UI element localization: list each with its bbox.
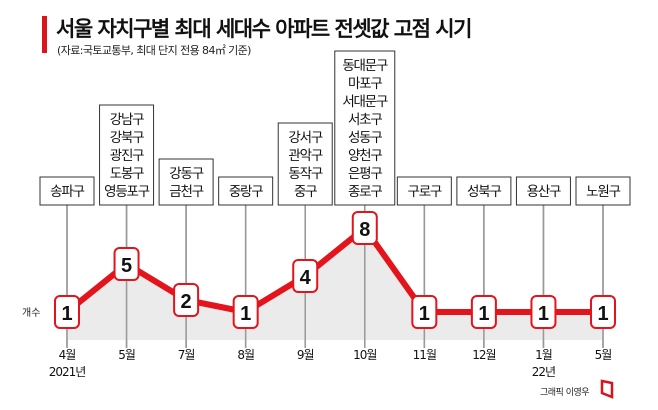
data-marker: [54, 295, 80, 329]
x-tick-label: 11월: [413, 348, 436, 362]
x-tick-label: 7월: [178, 348, 195, 362]
data-label: 1: [240, 303, 251, 325]
district-box: [218, 176, 274, 206]
data-label: 4: [300, 267, 312, 289]
district-label: 서초구: [348, 112, 382, 128]
district-box: [334, 50, 396, 206]
data-label: 2: [181, 291, 192, 313]
district-box: [277, 122, 333, 206]
district-label: 동작구: [288, 166, 322, 182]
district-label: 양천구: [348, 148, 382, 164]
data-label: 1: [419, 303, 430, 325]
district-box: [99, 104, 155, 206]
credit-text: 그래픽 이영우: [540, 388, 590, 398]
data-label: 1: [597, 303, 608, 325]
district-box: [515, 176, 571, 206]
x-tick-label: 9월: [297, 348, 314, 362]
data-marker: [292, 259, 319, 293]
data-marker: [470, 295, 497, 329]
x-tick-label: 10월: [353, 348, 376, 362]
x-tick-label: 12월: [472, 348, 495, 362]
data-label: 1: [61, 303, 72, 325]
district-label: 강서구: [288, 130, 322, 146]
x-tick-label: 1월: [535, 348, 552, 362]
district-label: 마포구: [348, 76, 382, 92]
x-tick-label: 8월: [237, 348, 254, 362]
district-label: 종로구: [348, 184, 382, 200]
district-label: 서대문구: [342, 94, 388, 110]
series-line: [65, 225, 603, 315]
x-tick-label: 4월: [59, 348, 76, 362]
district-label: 광진구: [110, 148, 144, 164]
district-box: [39, 176, 95, 206]
district-box: [575, 176, 631, 206]
credit: 그래픽 이영우: [540, 379, 614, 399]
district-label: 금천구: [169, 184, 203, 200]
data-marker: [232, 295, 259, 329]
data-marker: [590, 295, 616, 329]
data-marker: [113, 247, 140, 281]
district-label: 강동구: [169, 166, 203, 182]
x-tick-label: 5월: [595, 348, 612, 362]
data-marker: [351, 211, 378, 245]
y-axis-label: 개수: [22, 307, 40, 319]
district-label: 용산구: [527, 184, 561, 200]
area-fill: [67, 228, 603, 340]
data-label: 5: [121, 255, 132, 277]
district-label: 송파구: [50, 184, 84, 200]
district-label: 성동구: [348, 130, 382, 146]
chart-title: 서울 자치구별 최대 세대수 아파트 전셋값 고점 시기: [56, 17, 472, 41]
year-label: 2021년: [49, 365, 86, 379]
district-box: [158, 158, 214, 206]
district-label: 강남구: [110, 112, 144, 128]
district-label: 관악구: [288, 148, 322, 164]
logo-icon: [600, 379, 614, 399]
district-label: 중랑구: [229, 184, 263, 200]
district-label: 강북구: [110, 130, 144, 146]
title-accent-bar: [42, 16, 47, 53]
district-label: 도봉구: [110, 166, 144, 182]
district-box: [396, 176, 452, 206]
district-label: 중구: [294, 184, 317, 200]
data-marker: [411, 295, 438, 329]
data-label: 1: [538, 303, 549, 325]
data-marker: [173, 283, 200, 317]
chart-subtitle: (자료:국토교통부, 최대 단지 전용 84㎡ 기준): [57, 44, 251, 57]
district-label: 영등포구: [104, 184, 150, 200]
data-label: 1: [478, 303, 489, 325]
data-marker: [530, 295, 557, 329]
x-tick-label: 5월: [118, 348, 135, 362]
district-box: [456, 176, 512, 206]
district-label: 성북구: [467, 184, 501, 200]
data-label: 8: [359, 219, 370, 241]
year-label: 22년: [532, 365, 555, 379]
district-label: 은평구: [348, 166, 382, 182]
district-label: 노원구: [586, 184, 620, 200]
district-label: 동대문구: [342, 58, 388, 74]
district-label: 구로구: [407, 184, 441, 200]
